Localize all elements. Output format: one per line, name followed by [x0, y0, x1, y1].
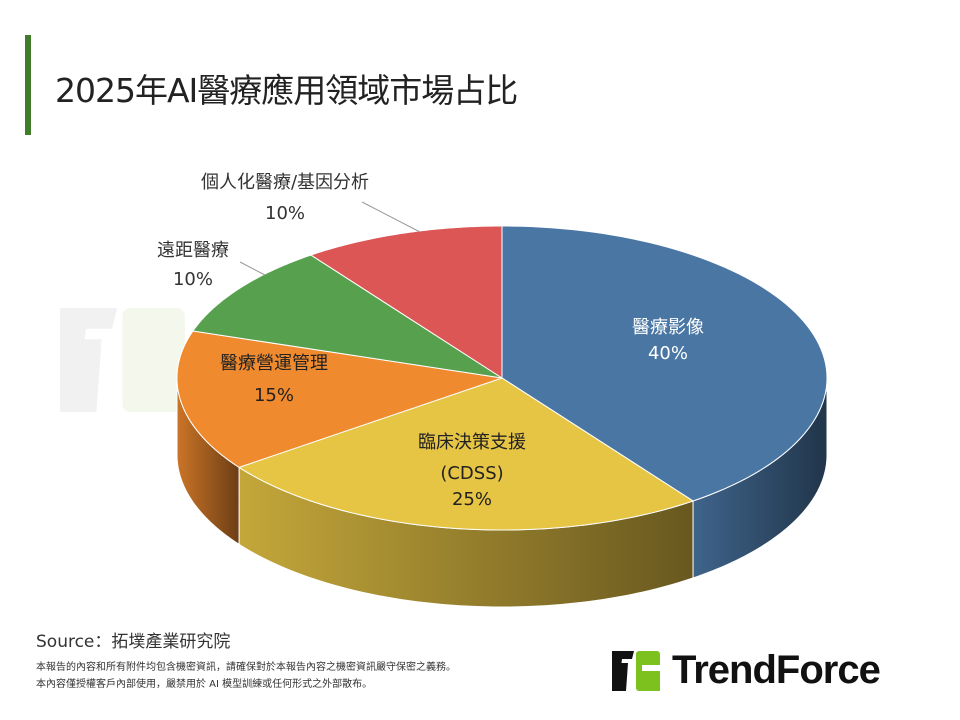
- slice-label-1: 臨床決策支援 (CDSS) 25%: [418, 432, 526, 510]
- slice-0: [501, 225, 828, 502]
- slice-4: [309, 225, 503, 379]
- disclaimer-line-1: 本報告的內容和所有附件均包含機密資訊，請確保對於本報告內容之機密資訊嚴守保密之義…: [36, 662, 456, 673]
- slice-3: [192, 254, 503, 379]
- logo-mark-icon: [612, 650, 660, 691]
- slice-label-0: 醫療影像 40%: [632, 317, 704, 364]
- slice-1: [237, 377, 695, 531]
- slice-2: [176, 330, 503, 468]
- leader-line-4: [361, 201, 421, 233]
- source-text: Source：拓墣產業研究院: [36, 632, 231, 652]
- slice-label-2: 醫療營運管理 15%: [220, 353, 328, 406]
- disclaimer-line-2: 本內容僅授權客戶內部使用，嚴禁用於 AI 模型訓練或任何形式之外部散布。: [36, 679, 373, 690]
- slice-label-3: 遠距醫療 10%: [157, 240, 229, 290]
- page-title: 2025年AI醫療應用領域市場占比: [55, 71, 518, 110]
- title-accent-bar: [25, 35, 31, 135]
- slice-label-4: 個人化醫療/基因分析 10%: [200, 172, 370, 224]
- watermark-logo-icon: [60, 308, 185, 412]
- trendforce-logo: TrendForce: [612, 648, 881, 693]
- leader-line-3: [239, 261, 266, 276]
